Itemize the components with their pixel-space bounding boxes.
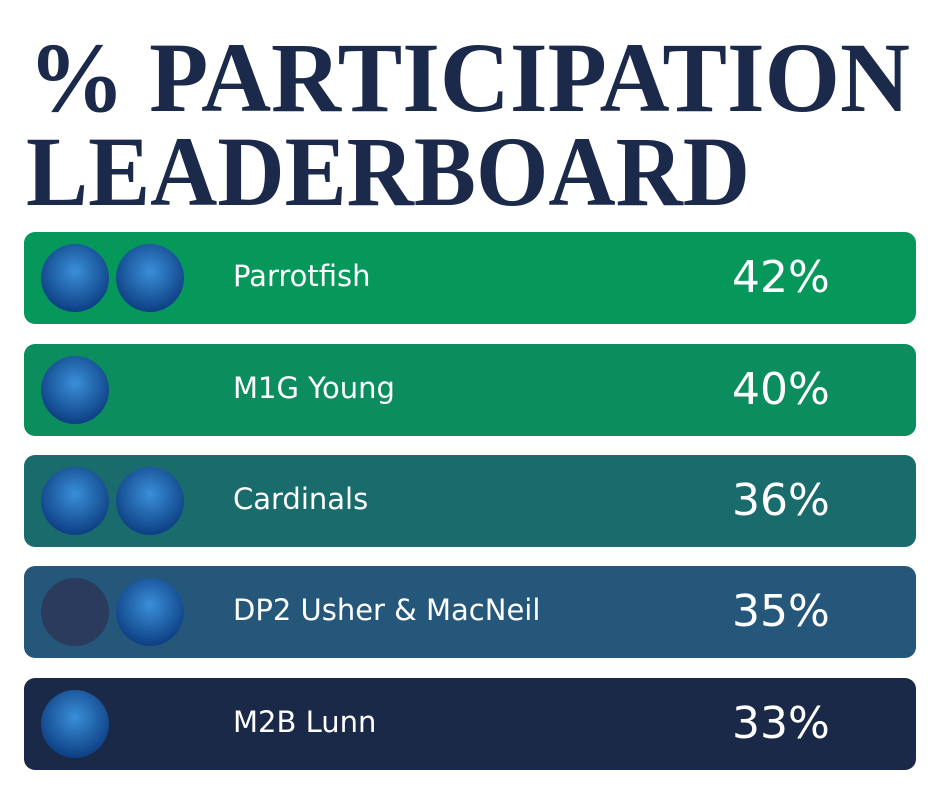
- row-background: [24, 455, 916, 547]
- title-line: % PARTICIPATION: [28, 22, 910, 133]
- avatar: [116, 578, 184, 646]
- row: M1G Young 40%: [24, 344, 916, 436]
- team-name: M2B Lunn: [233, 705, 376, 739]
- title-line: LEADERBOARD: [26, 116, 750, 227]
- percentage: 40%: [732, 364, 830, 415]
- team-name: M1G Young: [233, 371, 395, 405]
- team-name: Cardinals: [233, 482, 368, 516]
- row: Parrotfish 42%: [24, 232, 916, 324]
- percentage: 35%: [732, 586, 830, 637]
- row: Cardinals 36%: [24, 455, 916, 547]
- percentage: 33%: [732, 698, 830, 749]
- row: DP2 Usher & MacNeil 35%: [24, 566, 916, 658]
- team-name: DP2 Usher & MacNeil: [233, 593, 540, 627]
- row-background: [24, 344, 916, 436]
- row: M2B Lunn 33%: [24, 678, 916, 770]
- row-background: [24, 678, 916, 770]
- avatar: [41, 467, 109, 535]
- percentage: 42%: [732, 252, 830, 303]
- avatar: [116, 244, 184, 312]
- percentage: 36%: [732, 475, 830, 526]
- row-background: [24, 232, 916, 324]
- avatar: [116, 467, 184, 535]
- row-background: [24, 566, 916, 658]
- avatar: [41, 690, 109, 758]
- team-name: Parrotfish: [233, 259, 371, 293]
- avatar: [41, 578, 109, 646]
- avatar: [41, 244, 109, 312]
- avatar: [41, 356, 109, 424]
